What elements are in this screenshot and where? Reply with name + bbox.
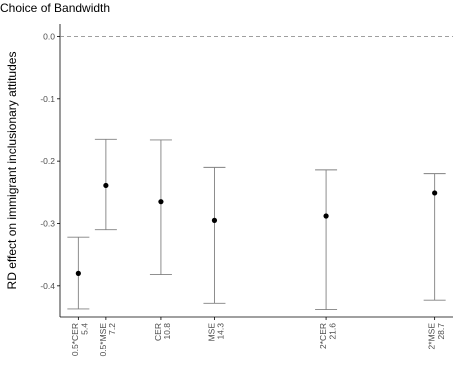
estimate-point xyxy=(211,217,218,223)
x-tick-label-name: 0.5*MSE xyxy=(98,323,108,357)
x-tick-label: 2*MSE28.7 xyxy=(427,323,446,350)
x-tick-label: CER10.8 xyxy=(153,323,172,341)
x-tick-label: MSE14.3 xyxy=(206,323,225,342)
errorbar-group xyxy=(423,173,446,301)
x-tick-label-name: 2*CER xyxy=(318,323,328,349)
chart-title: Choice of Bandwidth xyxy=(0,1,110,15)
y-tick-label: -0.3 xyxy=(40,218,55,228)
x-tick-label-bandwidth: 28.7 xyxy=(436,323,446,340)
y-tick-label: -0.1 xyxy=(40,94,55,104)
errorbar-group xyxy=(94,138,117,231)
errorbar-group xyxy=(67,236,90,310)
estimates-series xyxy=(67,138,446,310)
x-tick-label-name: 0.5*CER xyxy=(70,323,80,356)
y-tick-label: 0.0 xyxy=(43,31,55,41)
x-tick-label-name: MSE xyxy=(206,323,216,342)
y-axis-label: RD effect on immigrant inclusionary atti… xyxy=(5,52,19,290)
errorbar-group xyxy=(203,166,226,304)
errorbar-group xyxy=(315,169,338,310)
estimate-point xyxy=(432,190,438,196)
x-tick-label-bandwidth: 7.2 xyxy=(107,323,117,335)
estimate-point xyxy=(158,199,164,205)
errorbar-group xyxy=(149,139,172,276)
x-tick-label-bandwidth: 14.3 xyxy=(216,323,226,340)
x-tick-label: 2*CER21.6 xyxy=(318,323,337,349)
y-ticks: 0.0 -0.1 -0.2 -0.3 -0.4 xyxy=(40,31,60,291)
estimate-point xyxy=(75,270,81,276)
estimate-point xyxy=(323,213,329,219)
x-tick-label: 0.5*CER5.4 xyxy=(70,323,89,356)
estimate-point xyxy=(103,182,109,189)
y-tick-label: -0.4 xyxy=(40,281,55,291)
x-ticks: 0.5*CER5.4 0.5*MSE7.2 CER10.8 MSE14.3 2*CER2… xyxy=(70,317,446,357)
x-tick-label-bandwidth: 5.4 xyxy=(80,323,90,335)
x-tick-label-name: 2*MSE xyxy=(427,323,437,350)
x-tick-label-name: CER xyxy=(153,323,163,341)
x-tick-label-bandwidth: 21.6 xyxy=(327,323,337,340)
x-tick-label: 0.5*MSE7.2 xyxy=(98,323,117,357)
y-tick-label: -0.2 xyxy=(40,156,55,166)
x-tick-label-bandwidth: 10.8 xyxy=(162,323,172,340)
